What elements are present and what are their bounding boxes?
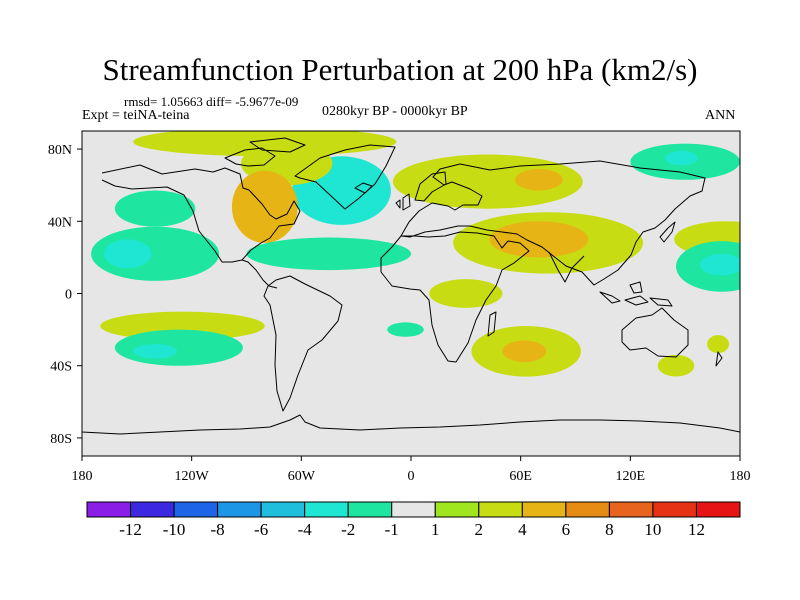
contour-region-southern-indian-core-high	[502, 340, 547, 363]
x-tick-label: 180	[72, 469, 93, 484]
coastline-indian-subcontinent	[548, 251, 585, 283]
coastline-japan	[659, 221, 676, 243]
coastline-south-america	[263, 275, 343, 412]
coastline-new-zealand	[715, 351, 723, 367]
coastline-greenland	[294, 144, 396, 210]
coastline-africa-arabia	[380, 231, 530, 363]
colorbar-swatch	[478, 501, 523, 518]
colorbar-swatch	[260, 501, 306, 518]
contour-region-arctic-atlantic-high	[133, 131, 397, 157]
contour-region-siberia-core-high	[515, 169, 563, 191]
y-tick-label: 40N	[48, 215, 72, 230]
colorbar-label: -1	[385, 520, 399, 539]
contour-regions	[91, 131, 740, 377]
contour-region-south-pacific-low	[114, 329, 243, 366]
colorbar-label: 1	[431, 520, 440, 539]
season-label: ANN	[705, 108, 736, 123]
y-tick-label: 80N	[48, 143, 72, 158]
colorbar-label: -6	[254, 520, 268, 539]
x-tick-label: 0	[408, 469, 415, 484]
colorbar-label: 12	[688, 520, 705, 539]
coastline-north-america	[101, 164, 301, 263]
colorbar-label: 4	[518, 520, 527, 539]
contour-region-eurasia-high	[392, 154, 583, 209]
contour-region-tropical-atlantic-high	[429, 279, 503, 308]
coastlines	[82, 137, 740, 435]
x-tick-label: 60E	[509, 469, 532, 484]
chart-title: Streamfunction Perturbation at 200 hPa (…	[102, 52, 698, 87]
colorbar-swatch	[130, 501, 175, 518]
colorbar-swatch	[86, 501, 132, 518]
colorbar-swatch	[565, 501, 610, 518]
coastline-eurasia	[400, 160, 706, 286]
x-tick-label: 180	[730, 469, 751, 484]
coastline-iceland	[354, 182, 373, 194]
contour-region-australia-high	[657, 354, 695, 377]
colorbar-label: -2	[341, 520, 355, 539]
axis-ticks: 180 120W 60W 0 60E 120E 180 80N 40N 0 40S 80S	[48, 143, 751, 484]
coastline-australia	[621, 307, 689, 358]
contour-region-north-pacific-east-core-low	[665, 150, 698, 166]
coastline-central-america	[241, 259, 278, 289]
colorbar-label: 6	[562, 520, 571, 539]
x-tick-label: 120E	[616, 469, 646, 484]
coastline-madagascar	[487, 311, 497, 337]
colorbar-swatch	[173, 501, 219, 518]
y-tick-label: 40S	[50, 360, 72, 375]
experiment-label: Expt = teiNA-teina	[82, 108, 190, 123]
x-tick-label: 120W	[175, 469, 210, 484]
colorbar-label: -4	[298, 520, 313, 539]
contour-region-south-atlantic-low	[387, 322, 424, 337]
colorbar-label: 8	[605, 520, 614, 539]
contour-region-tropical-atlantic-low	[246, 237, 412, 271]
colorbar-swatch	[695, 501, 741, 518]
contour-region-tasman-high	[707, 335, 730, 354]
period-label: 0280kyr BP - 0000kyr BP	[322, 104, 468, 119]
colorbar-swatch	[347, 501, 393, 518]
colorbar-label: 10	[644, 520, 661, 539]
colorbar-swatch	[608, 501, 654, 518]
contour-region-tropical-pacific-core-low	[103, 239, 152, 269]
coastline-southeast-asia-islands	[599, 281, 673, 307]
colorbar-label: -12	[119, 520, 142, 539]
colorbar-label: -8	[211, 520, 225, 539]
colorbar-swatch	[391, 501, 436, 518]
coastline-scandinavia	[414, 171, 447, 202]
coastline-british-isles	[395, 193, 411, 211]
colorbar-label: 2	[475, 520, 484, 539]
colorbar-label: -10	[163, 520, 186, 539]
colorbar: -12 -10 -8 -6 -4 -2 -1 1 2 4 6 8 10 12	[86, 501, 741, 539]
x-tick-label: 60W	[288, 469, 316, 484]
contour-region-south-pacific-core-low	[133, 344, 178, 359]
coastline-canadian-archipelago	[224, 137, 306, 167]
rmsd-diff-stats: rmsd= 1.05663 diff= -5.9677e-09	[124, 94, 299, 109]
contour-region-west-pacific-core-low	[699, 253, 740, 276]
colorbar-swatch	[434, 501, 480, 518]
colorbar-swatch	[652, 501, 697, 518]
contour-region-eastern-north-america-high	[231, 170, 298, 243]
y-tick-label: 80S	[50, 432, 72, 447]
colorbar-swatch	[304, 501, 349, 518]
y-tick-label: 0	[65, 288, 72, 303]
colorbar-swatch	[521, 501, 567, 518]
coastline-antarctica	[82, 414, 740, 435]
colorbar-swatch	[217, 501, 262, 518]
contour-region-south-asia-core-high	[489, 221, 589, 258]
contour-region-north-pacific-west-low	[114, 190, 196, 227]
